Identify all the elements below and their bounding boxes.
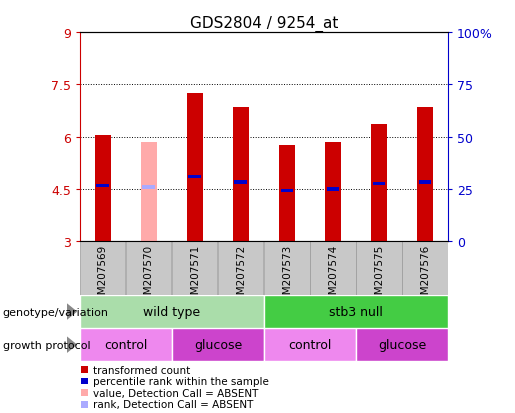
Bar: [188, 176, 201, 179]
Text: control: control: [288, 338, 332, 351]
Bar: [371, 125, 387, 242]
Bar: [173, 242, 217, 295]
Bar: [372, 183, 385, 186]
Text: growth protocol: growth protocol: [3, 340, 90, 350]
Bar: [80, 295, 264, 328]
Bar: [141, 142, 157, 242]
Polygon shape: [67, 337, 77, 353]
Bar: [81, 389, 88, 396]
Bar: [264, 295, 448, 328]
Text: GSM207576: GSM207576: [420, 244, 430, 307]
Text: rank, Detection Call = ABSENT: rank, Detection Call = ABSENT: [93, 399, 253, 409]
Bar: [172, 328, 264, 361]
Bar: [264, 242, 310, 295]
Bar: [95, 135, 111, 242]
Text: value, Detection Call = ABSENT: value, Detection Call = ABSENT: [93, 388, 258, 398]
Bar: [233, 108, 249, 242]
Bar: [419, 181, 432, 184]
Bar: [311, 242, 355, 295]
Text: GSM207575: GSM207575: [374, 244, 384, 307]
Bar: [327, 188, 339, 191]
Text: GSM207569: GSM207569: [98, 244, 108, 307]
Bar: [80, 328, 172, 361]
Text: GSM207573: GSM207573: [282, 244, 292, 307]
Bar: [81, 378, 88, 385]
Bar: [81, 366, 88, 373]
Text: GSM207574: GSM207574: [328, 244, 338, 307]
Bar: [234, 181, 247, 184]
Text: control: control: [104, 338, 147, 351]
Text: GSM207572: GSM207572: [236, 244, 246, 307]
Bar: [417, 108, 433, 242]
Bar: [264, 328, 356, 361]
Text: stb3 null: stb3 null: [329, 305, 383, 318]
Text: glucose: glucose: [378, 338, 426, 351]
Bar: [356, 328, 448, 361]
Bar: [281, 190, 294, 193]
Text: percentile rank within the sample: percentile rank within the sample: [93, 376, 269, 386]
Bar: [96, 184, 109, 188]
Bar: [126, 242, 171, 295]
Bar: [143, 186, 156, 190]
Bar: [403, 242, 448, 295]
Bar: [325, 142, 341, 242]
Bar: [81, 401, 88, 408]
Bar: [218, 242, 264, 295]
Text: wild type: wild type: [143, 305, 200, 318]
Bar: [356, 242, 402, 295]
Bar: [187, 94, 203, 242]
Polygon shape: [67, 304, 77, 320]
Title: GDS2804 / 9254_at: GDS2804 / 9254_at: [190, 16, 338, 32]
Text: glucose: glucose: [194, 338, 242, 351]
Text: transformed count: transformed count: [93, 365, 190, 375]
Bar: [80, 242, 125, 295]
Bar: [279, 146, 295, 242]
Text: GSM207571: GSM207571: [190, 244, 200, 307]
Text: genotype/variation: genotype/variation: [3, 307, 109, 317]
Text: GSM207570: GSM207570: [144, 244, 154, 307]
